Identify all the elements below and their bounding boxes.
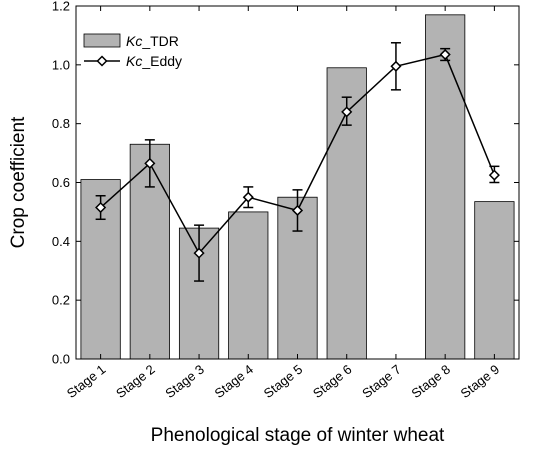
y-tick-label: 1.0 [52, 57, 70, 72]
y-tick-label: 1.2 [52, 0, 70, 14]
diamond-marker-7 [390, 60, 402, 72]
diamond-marker-5 [291, 204, 304, 217]
line-series [95, 42, 500, 282]
x-tick-label: Stage 9 [458, 362, 503, 401]
legend-label-bar: Kc_TDR [126, 33, 179, 49]
diamond-marker-9 [488, 169, 500, 181]
diamond-marker-2 [144, 157, 156, 169]
x-tick-label: Stage 7 [359, 362, 404, 401]
diamond-marker-6 [341, 106, 353, 118]
x-tick-label: Stage 5 [261, 362, 306, 401]
legend-label-bar-prefix: Kc [126, 33, 142, 49]
y-tick-label: 0.8 [52, 116, 70, 131]
y-tick-label: 0.0 [52, 352, 70, 367]
bar-4 [228, 211, 269, 360]
x-tick-label: Stage 8 [408, 362, 453, 401]
legend-label-line-suffix: _Eddy [141, 53, 182, 69]
x-tick-label: Stage 2 [113, 362, 158, 401]
x-tick-label: Stage 6 [310, 362, 355, 401]
x-tick-label: Stage 3 [162, 362, 207, 401]
bar-9 [474, 201, 515, 360]
x-axis-title: Phenological stage of winter wheat [151, 425, 445, 446]
legend-label-bar-suffix: _TDR [141, 33, 179, 49]
bar-8 [425, 14, 466, 360]
legend-marker-diamond [96, 55, 108, 67]
legend-label-line-prefix: Kc [126, 53, 142, 69]
y-tick-label: 0.2 [52, 293, 70, 308]
x-tick-label: Stage 1 [64, 362, 109, 401]
y-axis-title: Crop coefficient [8, 116, 29, 248]
y-axis: 0.0 0.2 0.4 0.6 0.8 1.0 1.2 [52, 0, 519, 367]
diamond-marker-3 [193, 247, 205, 259]
legend-swatch-bar [83, 33, 121, 48]
legend-label-line: Kc_Eddy [126, 53, 182, 69]
y-tick-label: 0.6 [52, 175, 70, 190]
diamond-marker-8 [439, 48, 451, 61]
legend: Kc_TDR Kc_Eddy [83, 33, 182, 69]
diamond-marker-4 [242, 191, 254, 203]
diamond-marker-1 [95, 201, 107, 214]
y-tick-label: 0.4 [52, 234, 70, 249]
x-tick-label: Stage 4 [212, 362, 257, 401]
